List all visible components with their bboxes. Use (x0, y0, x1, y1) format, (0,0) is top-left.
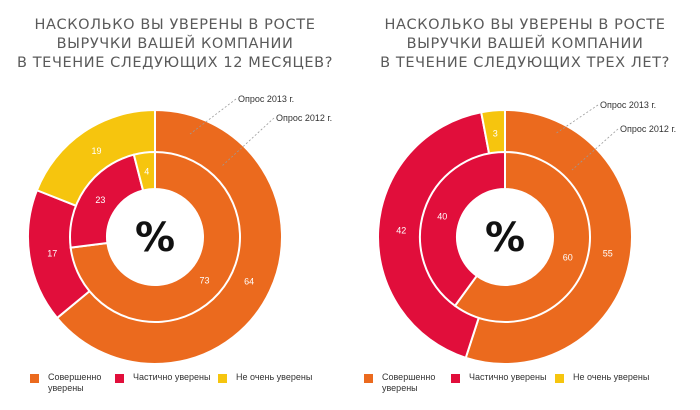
chart-title: НАСКОЛЬКО ВЫ УВЕРЕНЫ В РОСТЕ ВЫРУЧКИ ВАШ… (16, 17, 334, 71)
outer-ring-value-label: 42 (396, 225, 406, 235)
survey-leader-line (554, 104, 599, 135)
inner-ring-slice-fully (69, 150, 241, 323)
legend-label: Не очень уверены (236, 372, 313, 382)
inner-ring-value-label: 40 (437, 212, 447, 222)
legend-item-fully: Совершенно уверены (364, 372, 435, 394)
center-percent-symbol: % (135, 215, 175, 261)
legend-label: Совершенно уверены (48, 372, 102, 393)
legend-label: Частично уверены (133, 372, 211, 382)
chart-title: НАСКОЛЬКО ВЫ УВЕРЕНЫ В РОСТЕ ВЫРУЧКИ ВАШ… (380, 17, 670, 71)
survey-leader-line (189, 98, 237, 135)
inner-ring-slice-partly (419, 150, 506, 308)
donut-chart: 64 17 19 73 23 4% Опрос 2013 г. Опрос 2012 г. (27, 94, 332, 365)
legend-label: Частично уверены (469, 372, 547, 382)
survey-label-inner: Опрос 2012 г. (276, 113, 332, 123)
legend-item-fully: Совершенно уверены (30, 372, 101, 394)
legend-swatch (364, 374, 373, 383)
legend-swatch (30, 374, 39, 383)
outer-ring-value-label: 19 (92, 146, 102, 156)
chart-panel-12-months: НАСКОЛЬКО ВЫ УВЕРЕНЫ В РОСТЕ ВЫРУЧКИ ВАШ… (0, 17, 350, 406)
outer-ring-value-label: 17 (47, 248, 57, 258)
survey-label-outer: Опрос 2013 г. (238, 94, 294, 104)
outer-ring-value-label: 55 (603, 248, 613, 258)
outer-ring-value-label: 64 (244, 276, 254, 286)
survey-label-inner: Опрос 2012 г. (620, 124, 676, 134)
inner-ring-slice-not-very (132, 150, 156, 192)
survey-label-outer: Опрос 2013 г. (600, 100, 656, 110)
legend-item-not-very: Не очень уверены (218, 372, 312, 383)
inner-ring-value-label: 4 (144, 167, 149, 177)
inner-ring-value-label: 60 (563, 252, 573, 262)
inner-ring-value-label: 23 (95, 195, 105, 205)
legend-swatch (451, 374, 460, 383)
legend-item-partly: Частично уверены (451, 372, 546, 383)
outer-ring-value-label: 3 (493, 128, 498, 138)
legend-swatch (218, 374, 227, 383)
legend-swatch (555, 374, 564, 383)
legend-label: Не очень уверены (573, 372, 650, 382)
legend: Совершенно уверены Частично уверены Не о… (350, 372, 700, 406)
legend-label: Совершенно уверены (382, 372, 436, 393)
legend-item-not-very: Не очень уверены (555, 372, 649, 383)
legend-item-partly: Частично уверены (115, 372, 210, 383)
chart-panel-3-years: НАСКОЛЬКО ВЫ УВЕРЕНЫ В РОСТЕ ВЫРУЧКИ ВАШ… (350, 0, 700, 410)
legend-swatch (115, 374, 124, 383)
legend: Совершенно уверены Частично уверены Не о… (0, 372, 350, 406)
inner-ring-slice-fully (453, 150, 591, 323)
center-percent-symbol: % (485, 215, 525, 261)
inner-ring-value-label: 73 (199, 276, 209, 286)
donut-chart: 55 42 3 60 40 % Опрос 2013 г. Опрос 2012 г. (377, 100, 676, 365)
